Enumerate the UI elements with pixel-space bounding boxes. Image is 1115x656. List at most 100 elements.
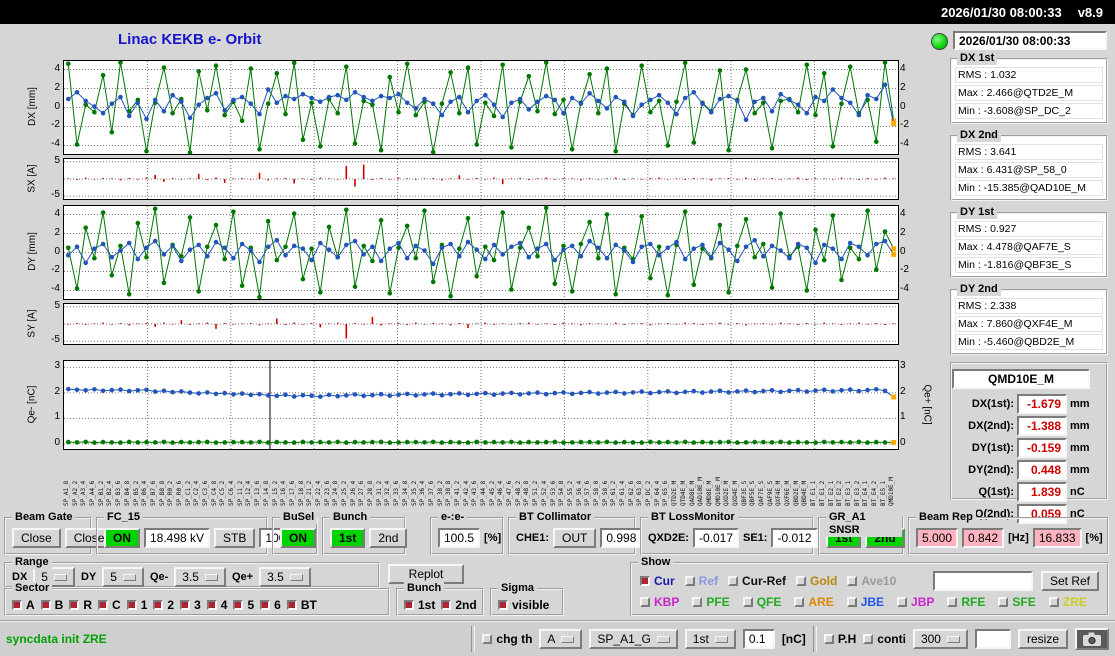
y-tick-label: -5 <box>51 189 60 201</box>
station-label: SP_B4_8 <box>123 480 131 506</box>
fc15-on-button[interactable]: ON <box>104 528 140 548</box>
conti-checkbox[interactable]: conti <box>863 632 906 646</box>
threshold-input[interactable] <box>742 629 775 649</box>
range-qem-select[interactable]: 3.5 <box>174 567 226 587</box>
chg-th-checkbox[interactable]: chg th <box>482 632 532 646</box>
aux-input[interactable] <box>974 629 1011 649</box>
mode-select[interactable]: A <box>539 629 583 649</box>
range-dy-select[interactable]: 5 <box>102 567 144 587</box>
count-select[interactable]: 300 <box>912 629 968 649</box>
bunch-2nd-button[interactable]: 2nd <box>369 528 408 548</box>
checkbox-box <box>153 600 164 610</box>
show-checkbox-zre[interactable]: ZRE <box>1048 595 1087 609</box>
station-label: QMD10E_M <box>714 477 722 506</box>
checkbox-label: JBE <box>860 595 885 609</box>
checkbox-label: 1st <box>418 598 436 612</box>
station-label: QBF5E_S <box>749 480 757 506</box>
group-title: Beam Gate <box>12 511 76 524</box>
station-label: BT_E1_2 <box>818 480 826 506</box>
fc15-stb-button[interactable]: STB <box>214 528 256 548</box>
plot-canvas-DX <box>64 61 898 154</box>
bunch-checkbox-2nd[interactable]: 2nd <box>441 598 477 612</box>
show-checkbox-qfe[interactable]: QFE <box>742 595 781 609</box>
station-label: SP_32_4 <box>384 480 392 506</box>
station-label: BT_E5_1 <box>879 480 887 506</box>
ph-checkbox[interactable]: P.H <box>823 632 857 646</box>
station-label: QXD2E_M <box>723 480 731 506</box>
sector-checkbox-3[interactable]: 3 <box>180 598 201 612</box>
y-tick-label: 0 <box>900 245 906 257</box>
bunch-1st-button[interactable]: 1st <box>330 528 366 548</box>
sector-checkbox-a[interactable]: A <box>12 598 35 612</box>
checkbox-label: Cur <box>654 574 675 588</box>
station-label: QXF4E_M <box>775 480 783 506</box>
show-checkbox-ave10[interactable]: Ave10 <box>847 574 896 588</box>
titlebar-datetime: 2026/01/30 08:00:33 <box>940 4 1062 20</box>
group-title: Range <box>12 556 52 569</box>
plot-DY[interactable] <box>63 205 899 300</box>
dropdown-handle <box>122 573 136 581</box>
che1-out-button[interactable]: OUT <box>553 528 597 548</box>
checkbox-box <box>742 597 753 607</box>
sector-checkbox-r[interactable]: R <box>69 598 92 612</box>
checkbox-box <box>684 576 695 586</box>
checkbox-box <box>897 597 908 607</box>
y-tick-label: 5 <box>54 299 60 311</box>
replot-button[interactable]: Replot <box>388 564 464 584</box>
group-title: BT LossMonitor <box>648 511 738 524</box>
station-label: SP_23_6 <box>323 480 331 506</box>
station-label: QBD4E_M <box>801 480 809 506</box>
show-checkbox-pfe[interactable]: PFE <box>692 595 730 609</box>
show-checkbox-gold[interactable]: Gold <box>796 574 837 588</box>
sector-checkbox-bt[interactable]: BT <box>286 598 317 612</box>
show-checkbox-cur-ref[interactable]: Cur-Ref <box>728 574 786 588</box>
device-select[interactable]: SP_A1_G <box>589 629 678 649</box>
range-qep-select[interactable]: 3.5 <box>259 567 311 587</box>
checkbox-box <box>233 600 244 610</box>
bunch-select[interactable]: 1st <box>684 629 736 649</box>
stat-min: Min : -5.460@QBD2E_M <box>955 334 1103 350</box>
plot-Qe[interactable] <box>63 360 899 450</box>
sigma-checkbox-visible[interactable]: visible <box>498 598 549 612</box>
beam-gate-close-button-1[interactable]: Close <box>12 528 61 548</box>
y-tick-label: 1 <box>54 411 60 423</box>
sector-checkbox-c[interactable]: C <box>98 598 121 612</box>
sector-checkbox-b[interactable]: B <box>40 598 63 612</box>
checkbox-box <box>441 600 452 610</box>
ref-name-input[interactable] <box>932 571 1033 591</box>
show-checkbox-rfe[interactable]: RFE <box>947 595 985 609</box>
checkbox-label: 5 <box>247 598 255 612</box>
show-checkbox-jbp[interactable]: JBP <box>897 595 934 609</box>
screenshot-button[interactable] <box>1075 628 1109 650</box>
station-label: SP_38_8 <box>445 480 453 506</box>
fc15-kv-display: 18.498 kV <box>144 528 211 548</box>
show-checkbox-sfe[interactable]: SFE <box>998 595 1036 609</box>
checkbox-label: P.H <box>837 632 857 646</box>
show-checkbox-cur[interactable]: Cur <box>640 574 675 588</box>
checkbox-label: Ave10 <box>861 574 897 588</box>
show-checkbox-jbe[interactable]: JBE <box>846 595 885 609</box>
bunch-checkbox-1st[interactable]: 1st <box>404 598 435 612</box>
busel-on-button[interactable]: ON <box>280 528 316 548</box>
set-ref-button[interactable]: Set Ref <box>1040 571 1099 591</box>
sector-checkbox-2[interactable]: 2 <box>153 598 174 612</box>
sector-checkbox-4[interactable]: 4 <box>206 598 227 612</box>
checkbox-box <box>286 600 297 610</box>
sector-checkbox-5[interactable]: 5 <box>233 598 254 612</box>
station-label: SP_55_2 <box>566 480 574 506</box>
show-checkbox-kbp[interactable]: KBP <box>640 595 679 609</box>
resize-button[interactable]: resize <box>1017 629 1068 649</box>
dropdown-handle <box>53 573 67 581</box>
show-checkbox-are[interactable]: ARE <box>794 595 834 609</box>
show-checkbox-ref[interactable]: Ref <box>684 574 718 588</box>
sector-checkbox-1[interactable]: 1 <box>126 598 147 612</box>
station-label: SP_B7_6 <box>149 480 157 506</box>
stats-panel-dx-2nd: DX 2nd RMS : 3.641 Max : 6.431@SP_58_0 M… <box>950 129 1108 201</box>
sector-checkbox-6[interactable]: 6 <box>260 598 281 612</box>
plot-SY[interactable] <box>63 303 899 345</box>
group-title: BT Collimator <box>516 511 595 524</box>
plot-DX[interactable] <box>63 60 899 155</box>
plot-SX[interactable] <box>63 158 899 200</box>
y-tick-label: 5 <box>54 154 60 166</box>
